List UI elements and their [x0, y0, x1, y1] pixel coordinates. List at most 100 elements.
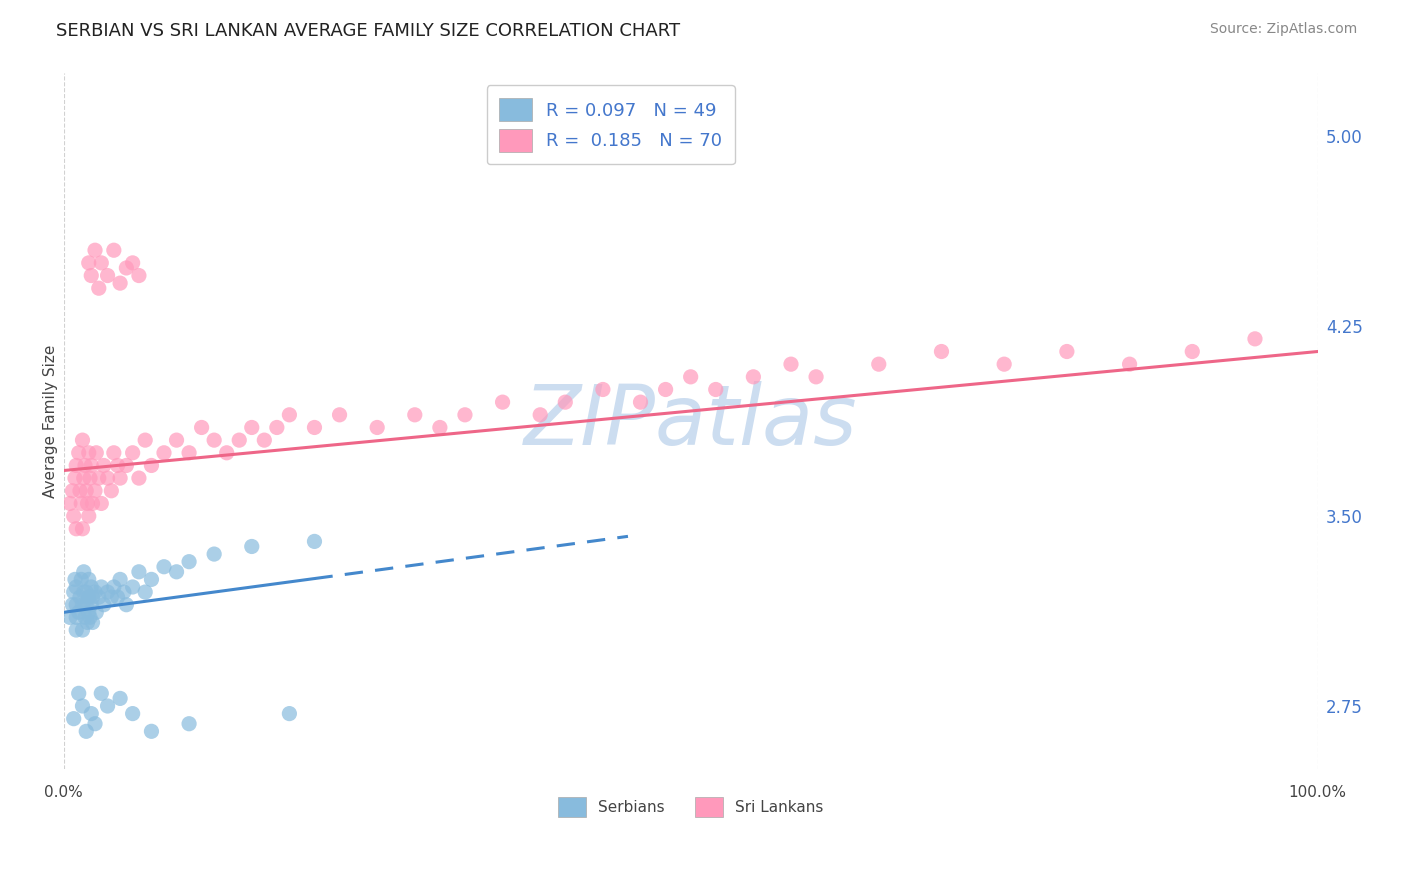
- Point: [868, 357, 890, 371]
- Point: [554, 395, 576, 409]
- Point: [454, 408, 477, 422]
- Point: [84, 446, 107, 460]
- Point: [931, 344, 953, 359]
- Point: [141, 724, 163, 739]
- Point: [69, 590, 91, 604]
- Point: [93, 458, 115, 473]
- Point: [529, 408, 551, 422]
- Point: [90, 256, 112, 270]
- Point: [278, 408, 301, 422]
- Point: [128, 268, 150, 283]
- Point: [103, 446, 125, 460]
- Point: [228, 433, 250, 447]
- Point: [107, 458, 129, 473]
- Point: [62, 509, 84, 524]
- Point: [121, 706, 143, 721]
- Text: ZIPatlas: ZIPatlas: [524, 381, 858, 462]
- Point: [202, 547, 225, 561]
- Point: [87, 281, 110, 295]
- Point: [134, 585, 156, 599]
- Point: [82, 496, 104, 510]
- Point: [1118, 357, 1140, 371]
- Point: [73, 565, 96, 579]
- Point: [103, 244, 125, 258]
- Point: [62, 712, 84, 726]
- Point: [329, 408, 352, 422]
- Point: [75, 483, 97, 498]
- Point: [141, 458, 163, 473]
- Point: [65, 522, 87, 536]
- Point: [202, 433, 225, 447]
- Point: [72, 598, 94, 612]
- Point: [59, 496, 82, 510]
- Point: [153, 446, 176, 460]
- Point: [73, 458, 96, 473]
- Point: [87, 471, 110, 485]
- Point: [112, 585, 135, 599]
- Point: [73, 585, 96, 599]
- Point: [190, 420, 212, 434]
- Point: [80, 598, 103, 612]
- Point: [128, 565, 150, 579]
- Point: [166, 565, 188, 579]
- Point: [704, 383, 727, 397]
- Point: [72, 522, 94, 536]
- Point: [97, 585, 120, 599]
- Point: [62, 585, 84, 599]
- Point: [780, 357, 803, 371]
- Point: [240, 420, 263, 434]
- Point: [67, 686, 90, 700]
- Y-axis label: Average Family Size: Average Family Size: [44, 344, 58, 498]
- Point: [128, 471, 150, 485]
- Point: [1056, 344, 1078, 359]
- Point: [79, 471, 101, 485]
- Point: [77, 590, 100, 604]
- Point: [80, 458, 103, 473]
- Point: [84, 585, 107, 599]
- Point: [366, 420, 388, 434]
- Point: [108, 276, 131, 290]
- Point: [73, 610, 96, 624]
- Point: [93, 598, 115, 612]
- Point: [115, 598, 138, 612]
- Point: [65, 598, 87, 612]
- Point: [107, 590, 129, 604]
- Point: [134, 433, 156, 447]
- Point: [76, 615, 98, 630]
- Point: [108, 691, 131, 706]
- Point: [84, 244, 107, 258]
- Point: [84, 483, 107, 498]
- Point: [1244, 332, 1267, 346]
- Point: [654, 383, 676, 397]
- Point: [77, 256, 100, 270]
- Point: [65, 458, 87, 473]
- Point: [79, 610, 101, 624]
- Point: [82, 590, 104, 604]
- Point: [63, 573, 86, 587]
- Point: [266, 420, 288, 434]
- Point: [69, 483, 91, 498]
- Point: [67, 446, 90, 460]
- Point: [115, 458, 138, 473]
- Point: [1181, 344, 1204, 359]
- Point: [76, 496, 98, 510]
- Point: [253, 433, 276, 447]
- Point: [404, 408, 426, 422]
- Point: [70, 573, 93, 587]
- Point: [240, 540, 263, 554]
- Point: [108, 471, 131, 485]
- Point: [304, 420, 326, 434]
- Point: [304, 534, 326, 549]
- Point: [97, 268, 120, 283]
- Point: [177, 716, 200, 731]
- Text: SERBIAN VS SRI LANKAN AVERAGE FAMILY SIZE CORRELATION CHART: SERBIAN VS SRI LANKAN AVERAGE FAMILY SIZ…: [56, 22, 681, 40]
- Text: Source: ZipAtlas.com: Source: ZipAtlas.com: [1209, 22, 1357, 37]
- Point: [97, 698, 120, 713]
- Point: [67, 605, 90, 619]
- Point: [121, 580, 143, 594]
- Point: [177, 555, 200, 569]
- Point: [80, 706, 103, 721]
- Point: [65, 580, 87, 594]
- Point: [77, 446, 100, 460]
- Point: [166, 433, 188, 447]
